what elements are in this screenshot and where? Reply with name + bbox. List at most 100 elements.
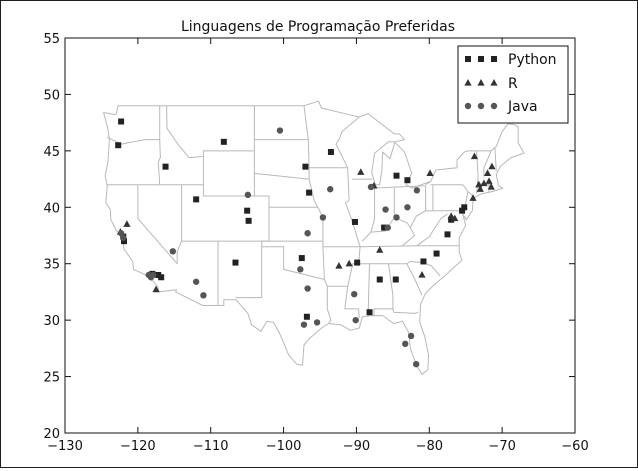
x-tick-label: −60 [561,439,588,454]
point-r [469,194,477,201]
state-border [494,147,497,172]
point-java [297,266,304,273]
state-border [107,136,161,145]
us-outline [103,100,525,375]
state-border [409,210,426,228]
legend-label-r: R [508,76,518,92]
point-python [444,231,451,238]
legend-box [457,45,569,124]
point-python [420,258,427,265]
state-border [361,188,376,242]
point-java [120,234,127,241]
point-java [402,340,409,348]
point-r [426,169,434,177]
x-tick-label: −120 [120,439,156,454]
state-border [317,207,325,280]
x-tick-label: −130 [47,439,83,454]
point-python [461,204,468,211]
state-border [261,246,325,280]
x-tick-label: −90 [343,439,370,454]
state-border [374,185,426,189]
point-python [393,172,400,179]
point-python [232,259,239,266]
legend-marker-r [477,79,485,86]
point-r [451,214,459,222]
legend-label-python: Python [508,52,557,68]
legend-marker-r [490,79,498,86]
point-python [392,276,399,283]
point-java [319,214,327,221]
point-r [487,182,495,190]
legend-marker-java [477,102,485,110]
state-border [254,172,310,180]
point-python [448,216,455,223]
point-java [404,204,411,211]
state-border [326,286,332,324]
state-border [157,105,161,185]
state-border [393,188,411,228]
state-border [392,308,419,314]
point-python [459,207,466,214]
state-border [425,180,431,186]
point-python [303,313,310,320]
state-border [416,213,448,247]
state-border [406,263,423,296]
point-java [413,187,421,194]
legend-label-java: Java [507,99,538,115]
state-border [476,150,479,194]
legend-marker-python [465,56,471,62]
legend-marker-python [478,56,484,62]
y-tick-label: 30 [43,314,60,329]
point-python [376,276,383,283]
point-java [169,248,177,255]
point-java [352,316,359,324]
chart-title: Linguagens de Programação Preferidas [181,19,455,35]
point-python [306,189,313,196]
point-r [418,271,426,278]
plot-area-border [64,37,576,434]
point-r [447,212,455,219]
state-border [483,150,492,177]
point-python [220,138,227,145]
point-python [366,309,373,316]
point-java [244,191,252,199]
state-border [430,184,474,197]
point-r [480,179,488,187]
point-r [376,246,384,253]
point-python [404,177,411,184]
point-python [351,218,358,225]
legend-marker-java [490,102,498,110]
legend-marker-python [491,56,497,62]
point-r [335,261,343,269]
point-java [304,230,311,237]
point-python [433,250,440,257]
point-java [192,278,200,285]
point-java [300,321,308,328]
state-border [202,150,255,197]
point-python [118,118,125,125]
x-tick-label: −110 [193,439,229,454]
state-border [166,105,203,159]
point-r [488,162,496,170]
point-java [393,214,400,221]
x-tick-label: −70 [488,439,515,454]
y-tick-label: 20 [43,427,60,442]
point-python [381,224,388,231]
legend-marker-java [464,102,472,110]
y-tick-label: 40 [43,201,60,216]
point-r [485,177,493,184]
point-python [244,207,251,214]
y-tick-label: 45 [43,145,60,160]
point-r [345,259,353,267]
legend: Python R Java [457,45,569,124]
state-border [137,184,178,265]
point-r [123,220,131,227]
state-border [370,217,395,233]
y-tick-label: 35 [43,258,60,273]
point-r [357,168,365,175]
legend-markers [464,56,498,110]
point-python [193,196,200,203]
x-tick-label: −80 [416,439,443,454]
